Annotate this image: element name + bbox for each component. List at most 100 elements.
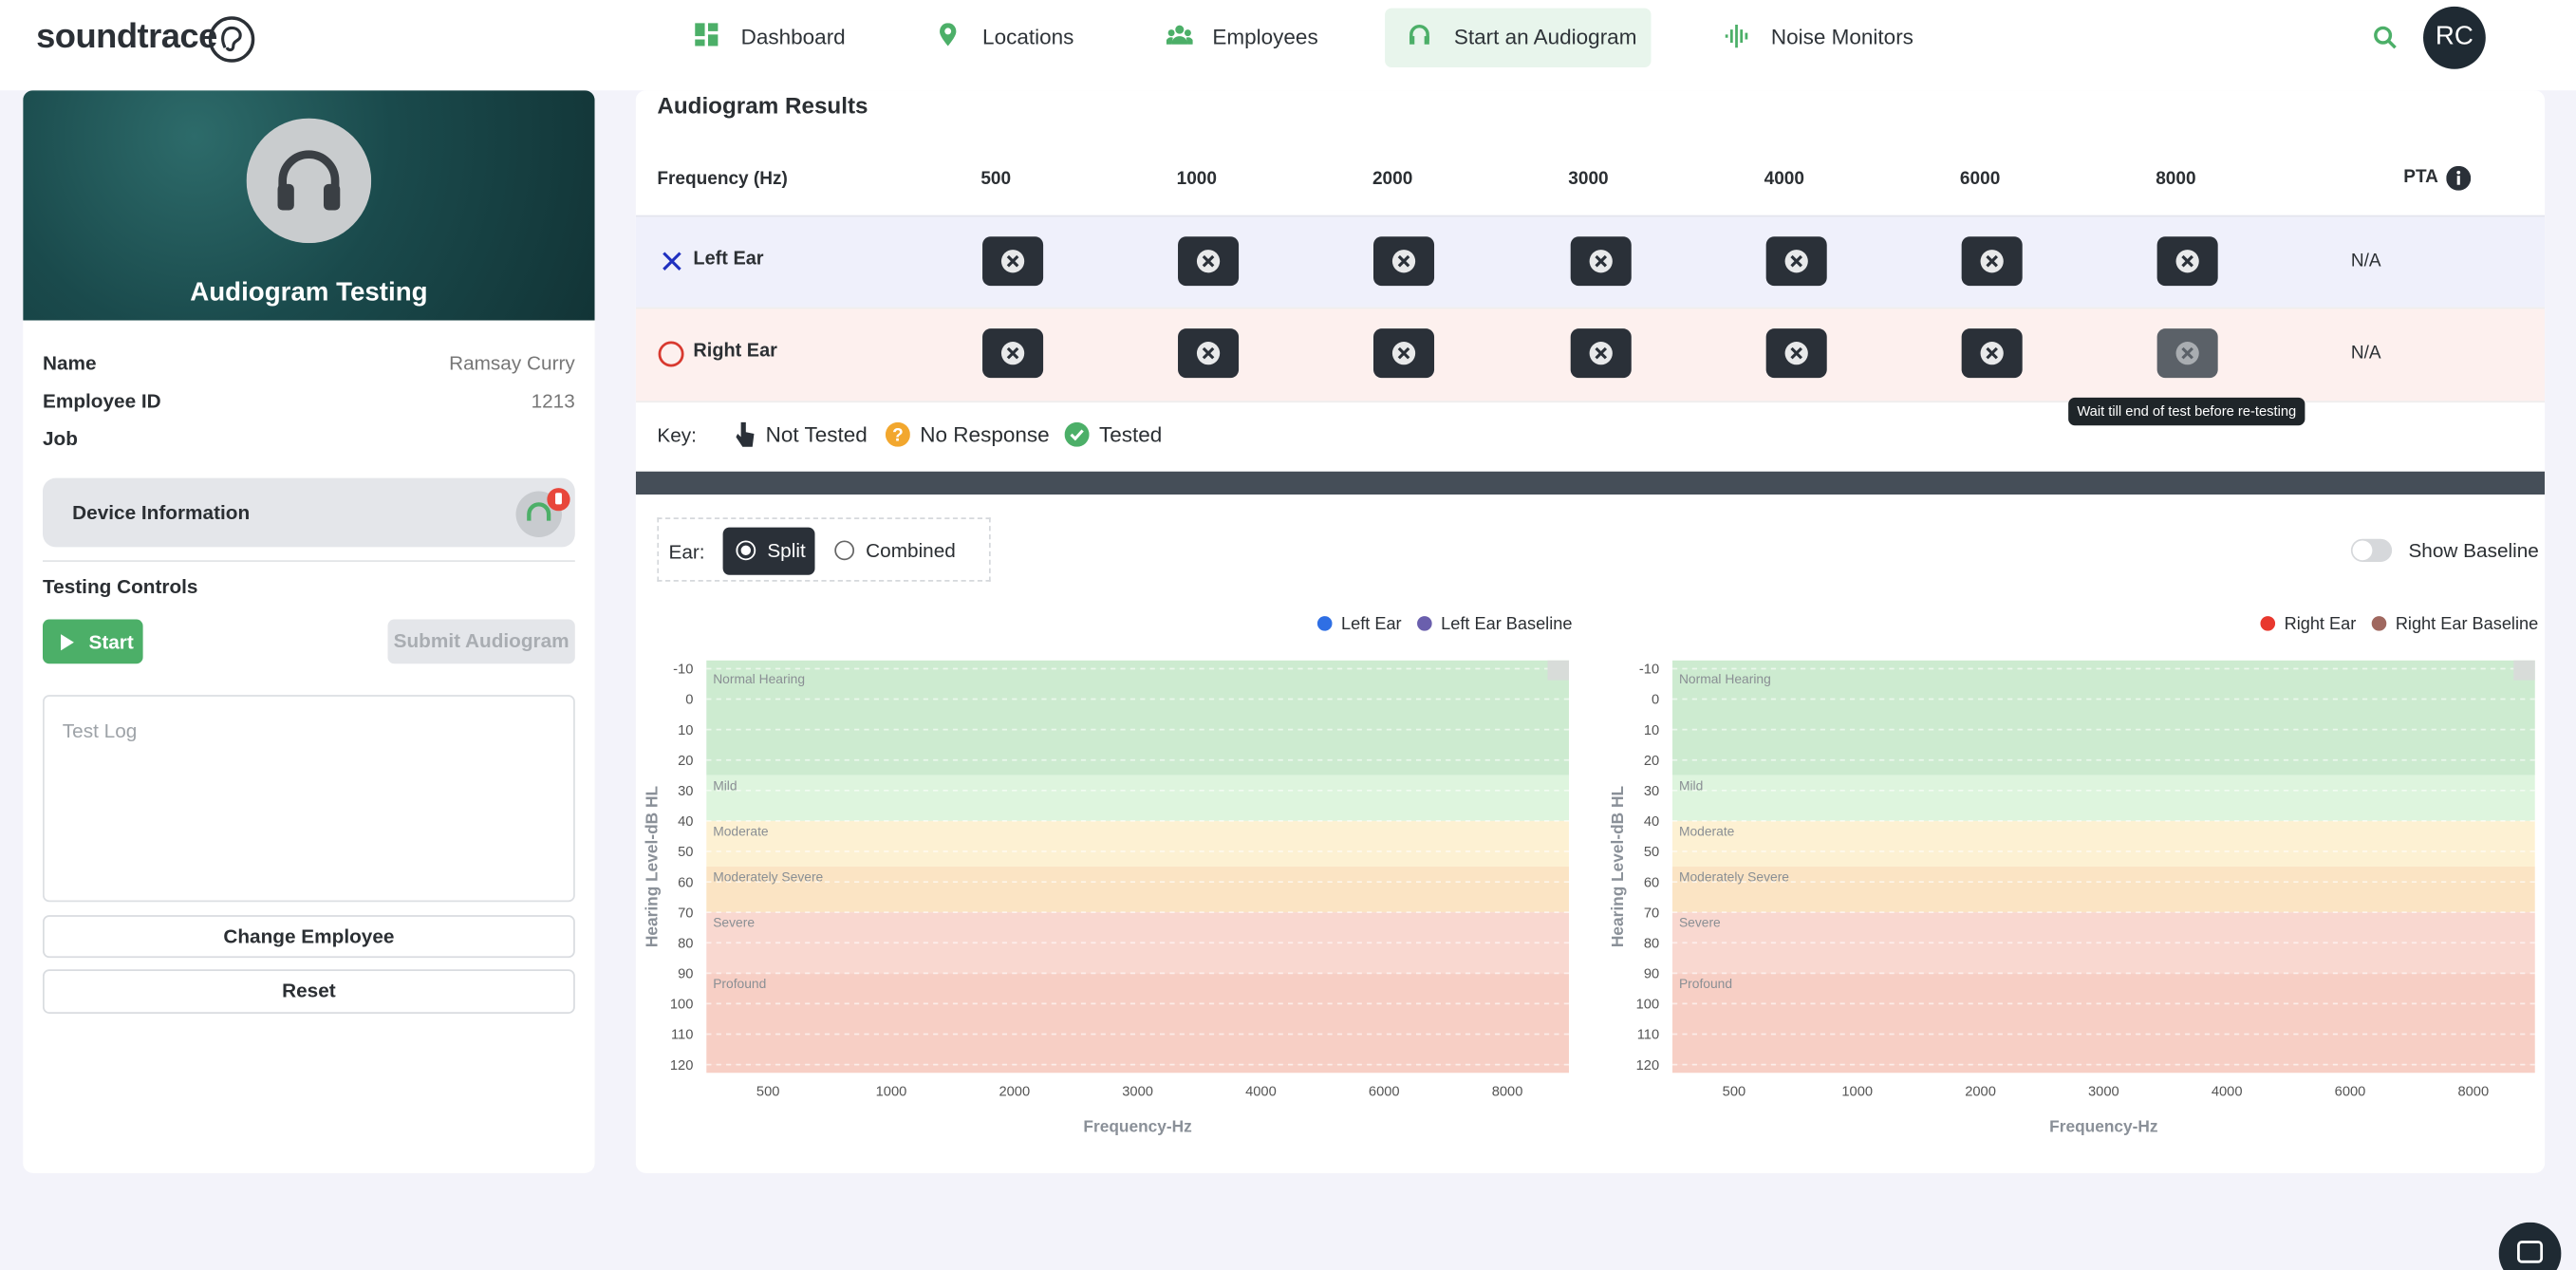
key-item: No Response [920,421,1050,447]
test-button[interactable] [1373,236,1435,287]
x-tick-label: 500 [756,1084,780,1099]
test-button[interactable] [1373,328,1435,379]
nav-item[interactable]: Start an Audiogram [1453,24,1637,49]
test-button[interactable] [1765,236,1827,287]
y-tick-label: 50 [678,845,693,860]
legend-marker [2371,616,2387,631]
band-label: Moderate [1679,823,1735,838]
chat-launcher[interactable] [2498,1222,2562,1270]
test-button[interactable] [1961,328,2023,379]
test-button[interactable] [1765,328,1827,379]
cancel-icon [1980,342,2004,365]
y-tick-label: 110 [1637,1028,1659,1043]
hearing-band [706,973,1569,1065]
cancel-icon [1784,250,1808,273]
profile-title: Audiogram Testing [190,279,428,308]
ear-label: Left Ear [693,250,764,270]
legend-label[interactable]: Left Ear Baseline [1441,614,1572,633]
nav-icon [1725,24,1748,48]
hand-icon [736,421,755,447]
test-button[interactable] [2156,328,2218,379]
key-label: Key: [657,423,697,447]
testing-controls-label: Testing Controls [43,574,198,599]
device-info-box[interactable]: Device Information [43,477,575,548]
test-button[interactable] [982,236,1044,287]
band-label: Moderately Severe [1679,869,1789,885]
test-button[interactable] [1178,328,1240,379]
user-avatar[interactable]: RC [2423,6,2486,69]
test-button[interactable] [2156,236,2218,287]
info-icon[interactable] [2446,165,2472,191]
headphones-avatar [246,118,372,244]
change-employee-button[interactable]: Change Employee [43,915,575,959]
y-tick-label: 80 [678,936,693,951]
start-button[interactable]: Start [43,619,143,664]
band-label: Mild [1679,777,1703,793]
pta-value: N/A [2350,343,2381,364]
frequency-header: 8000 [2156,169,2196,190]
test-button[interactable] [1961,236,2023,287]
test-button[interactable] [1570,328,1632,379]
test-button[interactable] [982,328,1044,379]
legend-label[interactable]: Right Ear [2285,614,2357,633]
ear-option[interactable]: Split [722,527,815,575]
profile-card: Audiogram Testing Name Ramsay Curry Employ… [23,90,595,1173]
search-icon[interactable] [2372,25,2399,51]
legend-label[interactable]: Right Ear Baseline [2396,614,2538,633]
y-tick-label: 20 [678,754,693,769]
submit-button[interactable]: Submit Audiogram [387,619,575,664]
legend-label[interactable]: Left Ear [1341,614,1402,633]
y-tick-label: 90 [678,967,693,982]
frequency-header: 500 [980,169,1012,190]
test-button[interactable] [1178,236,1240,287]
frequency-header: 4000 [1764,169,1804,190]
y-axis-title: Hearing Level-dB HL [1608,786,1627,948]
hearing-band [1672,867,2535,913]
y-tick-label: 110 [671,1028,693,1043]
cancel-icon [1000,342,1025,365]
reset-button[interactable]: Reset [43,969,575,1014]
nav-item[interactable]: Dashboard [740,24,846,49]
hearing-band [706,912,1569,974]
results-title: Audiogram Results [657,91,868,119]
band-label: Moderate [713,823,769,838]
test-button[interactable] [1570,236,1632,287]
test-log[interactable]: Test Log [43,695,575,903]
ear-option[interactable]: Combined [821,528,956,575]
y-tick-label: 120 [670,1058,694,1074]
cancel-icon [2175,342,2200,365]
nav-item[interactable]: Locations [982,24,1074,49]
audiogram-chart: Normal Hearing Mild Moderate Moderately Sev… [642,614,1572,1136]
field-value: Ramsay Curry [449,351,575,375]
band-label: Normal Hearing [1679,671,1771,686]
field-value: 1213 [531,389,575,413]
y-tick-label: 100 [670,998,694,1013]
toggle-knob [2352,540,2373,561]
nav-icon [1409,24,1429,45]
radio [736,540,756,561]
nav-item[interactable]: Employees [1212,24,1318,49]
left-ear-symbol [663,252,681,271]
x-tick-label: 3000 [1122,1084,1153,1099]
hearing-band [706,775,1569,821]
cancel-icon [1392,250,1416,273]
reset-zoom[interactable] [2513,660,2535,681]
baseline-toggle[interactable] [2350,538,2393,562]
x-tick-label: 1000 [876,1084,907,1099]
nav-item[interactable]: Noise Monitors [1770,24,1913,49]
y-tick-label: 70 [1644,906,1659,921]
y-tick-label: 0 [685,693,693,708]
frequency-header: 1000 [1176,169,1218,190]
brand-logo[interactable]: soundtrace [36,18,217,56]
y-tick-label: -10 [673,663,693,678]
x-axis-title: Frequency-Hz [1083,1117,1192,1136]
band-label: Moderately Severe [713,869,823,885]
hearing-band [706,867,1569,913]
plot-padding [706,1064,1569,1074]
y-tick-label: 100 [1636,998,1660,1013]
reset-zoom[interactable] [1547,660,1569,681]
y-tick-label: 40 [678,814,693,830]
y-tick-label: 80 [1644,936,1659,951]
plot-padding [1672,1064,2535,1074]
